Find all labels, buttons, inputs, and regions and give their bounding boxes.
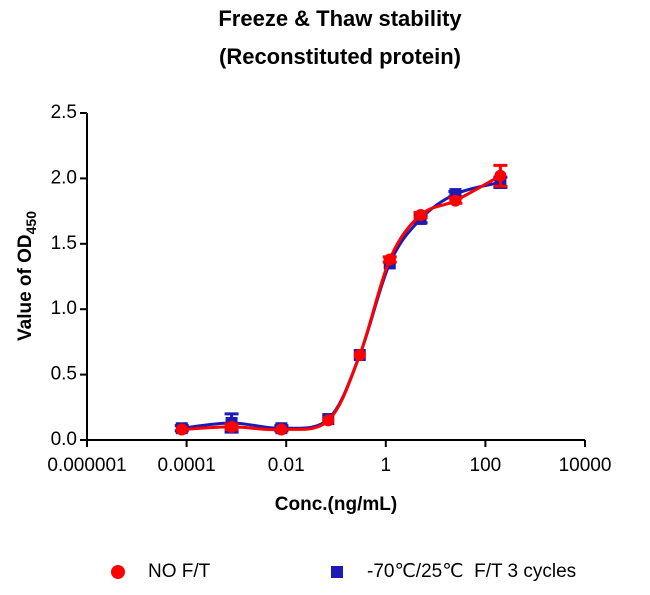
point xyxy=(383,253,396,266)
y-tick-label: 1.0 xyxy=(51,298,77,319)
y-tick-label: 1.5 xyxy=(51,233,77,254)
point xyxy=(494,169,507,182)
point xyxy=(449,194,462,207)
point xyxy=(322,414,335,427)
y-tick-label: 2.5 xyxy=(51,102,77,123)
y-tick-label: 0.0 xyxy=(51,429,77,450)
legend-label: NO F/T xyxy=(148,561,211,582)
point xyxy=(414,209,427,222)
point xyxy=(275,423,288,436)
x-tick-label: 10000 xyxy=(559,455,612,476)
x-tick-label: 1 xyxy=(381,455,392,476)
legend-marker xyxy=(111,565,125,579)
x-tick-label: 0.0001 xyxy=(158,455,216,476)
x-tick-label: 0.000001 xyxy=(47,455,126,476)
x-tick-label: 100 xyxy=(470,455,502,476)
x-tick-label: 0.01 xyxy=(268,455,305,476)
chart-title: Freeze & Thaw stability xyxy=(218,6,462,31)
point xyxy=(225,420,238,433)
y-tick-label: 2.0 xyxy=(51,167,77,188)
fit-curve xyxy=(181,174,502,432)
legend-label: -70℃/25℃ F/T 3 cycles xyxy=(367,561,576,582)
legend-marker xyxy=(331,566,343,578)
chart-title: (Reconstituted protein) xyxy=(219,44,461,69)
point xyxy=(353,348,366,361)
y-tick-label: 0.5 xyxy=(51,364,77,385)
x-axis-label: Conc.(ng/mL) xyxy=(275,494,397,515)
y-axis-label: Value of OD450 xyxy=(15,211,39,341)
y-axis-label-subscript: 450 xyxy=(23,211,39,235)
point xyxy=(175,423,188,436)
y-axis-label-text: Value of OD xyxy=(15,234,36,341)
fit-curve xyxy=(181,180,501,430)
